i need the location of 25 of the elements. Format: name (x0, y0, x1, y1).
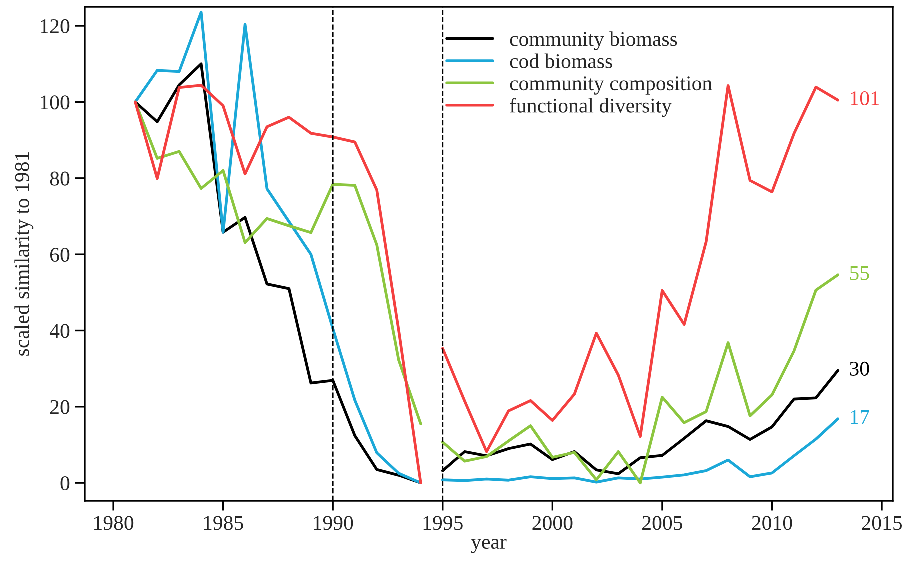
legend-label: community composition (510, 76, 712, 95)
y-tick-label: 0 (60, 476, 70, 491)
x-tick-label: 1995 (424, 516, 463, 530)
x-tick-label: 2010 (752, 516, 792, 530)
y-axis-title: scaled similarity to 1981 (14, 152, 34, 356)
x-tick-label: 2000 (532, 516, 573, 530)
x-axis-title: year (471, 539, 507, 554)
x-tick-label: 1990 (314, 516, 354, 530)
x-tick-label: 2005 (642, 516, 682, 530)
legend-label: functional diversity (510, 98, 672, 118)
data-label: 101 (851, 91, 880, 106)
y-tick-label: 20 (50, 400, 70, 414)
y-tick-label: 80 (50, 172, 70, 186)
data-label: 30 (850, 362, 870, 376)
legend-label: cod biomass (510, 54, 612, 68)
data-label: 17 (851, 410, 870, 424)
y-tick-label: 100 (41, 96, 70, 110)
x-tick-label: 1980 (94, 516, 134, 530)
y-tick-label: 40 (50, 324, 70, 338)
y-tick-label: 120 (41, 19, 70, 34)
x-tick-label: 2015 (862, 516, 902, 530)
y-tick-label: 60 (50, 248, 70, 262)
data-label: 55 (850, 266, 870, 280)
x-tick-label: 1985 (204, 516, 244, 530)
legend-label: community biomass (510, 32, 678, 51)
